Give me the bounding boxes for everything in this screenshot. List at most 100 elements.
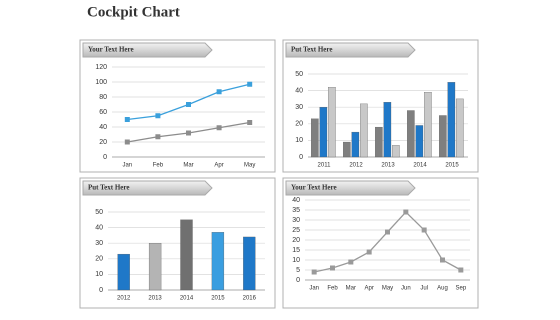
y-tick-label: 100 — [95, 79, 107, 86]
marker — [403, 209, 409, 215]
y-tick-label: 30 — [95, 240, 103, 247]
panel-title: Put Text Here — [291, 46, 332, 54]
marker — [124, 117, 130, 122]
marker — [247, 81, 253, 87]
x-tick-label: Feb — [153, 163, 164, 169]
y-tick-label: 0 — [299, 154, 303, 161]
x-tick-label: May — [244, 163, 255, 169]
bar — [415, 125, 424, 158]
y-tick-label: 0 — [103, 154, 107, 161]
y-tick-label: 60 — [99, 109, 107, 116]
marker — [385, 229, 390, 235]
marker — [421, 227, 427, 233]
y-tick-label: 20 — [292, 237, 300, 244]
x-tick-label: Apr — [364, 286, 373, 292]
x-tick-label: 2013 — [148, 296, 162, 302]
marker — [348, 259, 354, 265]
x-tick-label: May — [382, 286, 393, 292]
x-tick-label: Jan — [122, 163, 132, 169]
x-tick-label: Mar — [183, 163, 193, 169]
x-tick-label: Jul — [420, 286, 428, 292]
bar — [407, 110, 415, 158]
y-tick-label: 0 — [296, 277, 300, 284]
bar — [439, 115, 447, 158]
y-tick-label: 40 — [292, 197, 300, 204]
marker — [311, 269, 317, 275]
x-tick-label: Jan — [309, 286, 319, 292]
bar — [375, 126, 383, 158]
y-tick-label: 50 — [95, 209, 103, 216]
x-tick-label: 2013 — [381, 163, 395, 169]
panel — [79, 39, 276, 173]
marker — [458, 267, 464, 273]
marker — [216, 89, 222, 95]
panel-header — [285, 42, 416, 58]
panel-header — [82, 180, 213, 196]
x-tick-label: Jun — [401, 286, 411, 292]
panel-title: Put Text Here — [88, 184, 129, 192]
bar — [392, 145, 400, 158]
y-tick-label: 10 — [295, 137, 303, 144]
bar — [351, 131, 360, 158]
bar — [456, 98, 464, 158]
panel-header — [285, 180, 416, 196]
y-tick-label: 40 — [95, 224, 103, 231]
marker — [247, 120, 253, 125]
bar — [319, 107, 328, 158]
marker — [124, 139, 130, 145]
y-tick-label: 30 — [295, 104, 303, 111]
x-tick-label: Feb — [327, 286, 338, 292]
x-tick-label: Apr — [214, 163, 223, 169]
bar — [447, 82, 456, 158]
marker — [440, 257, 445, 263]
y-tick-label: 20 — [95, 256, 103, 263]
y-tick-label: 80 — [99, 94, 107, 101]
y-tick-label: 50 — [295, 71, 303, 78]
panel-header — [82, 42, 213, 58]
x-tick-label: Sep — [455, 286, 466, 292]
x-tick-label: 2014 — [180, 296, 194, 302]
x-tick-label: 2011 — [318, 163, 332, 169]
bar — [311, 118, 319, 158]
marker — [155, 113, 161, 119]
bar — [383, 102, 392, 158]
y-tick-label: 40 — [99, 124, 107, 131]
y-tick-label: 0 — [99, 287, 103, 294]
marker — [366, 249, 372, 255]
bar — [180, 219, 193, 291]
x-tick-label: Aug — [437, 286, 448, 292]
x-tick-label: Mar — [346, 286, 356, 292]
x-tick-label: 2015 — [211, 296, 225, 302]
y-tick-label: 25 — [292, 227, 300, 234]
bar — [328, 87, 336, 158]
page-title: Cockpit Chart — [87, 4, 180, 20]
x-tick-label: 2012 — [349, 163, 363, 169]
y-tick-label: 120 — [95, 64, 107, 71]
y-tick-label: 10 — [292, 257, 300, 264]
y-tick-label: 20 — [99, 139, 107, 146]
x-tick-label: 2012 — [117, 296, 131, 302]
x-tick-label: 2014 — [413, 163, 427, 169]
x-tick-label: 2016 — [243, 296, 257, 302]
bar — [117, 253, 130, 291]
marker — [330, 265, 335, 271]
y-tick-label: 10 — [95, 271, 103, 278]
y-tick-label: 20 — [295, 121, 303, 128]
bar — [360, 103, 368, 158]
panel-title: Your Text Here — [291, 184, 337, 192]
bar — [424, 92, 432, 158]
bar — [148, 243, 162, 291]
y-tick-label: 40 — [295, 87, 303, 94]
marker — [216, 125, 222, 131]
marker — [186, 102, 191, 107]
bar — [211, 232, 225, 291]
x-tick-label: 2015 — [445, 163, 459, 169]
y-tick-label: 15 — [292, 247, 300, 254]
y-tick-label: 35 — [292, 207, 300, 214]
panel-title: Your Text Here — [88, 46, 134, 54]
marker — [155, 134, 161, 140]
bar — [343, 141, 351, 158]
marker — [186, 130, 191, 136]
y-tick-label: 30 — [292, 217, 300, 224]
